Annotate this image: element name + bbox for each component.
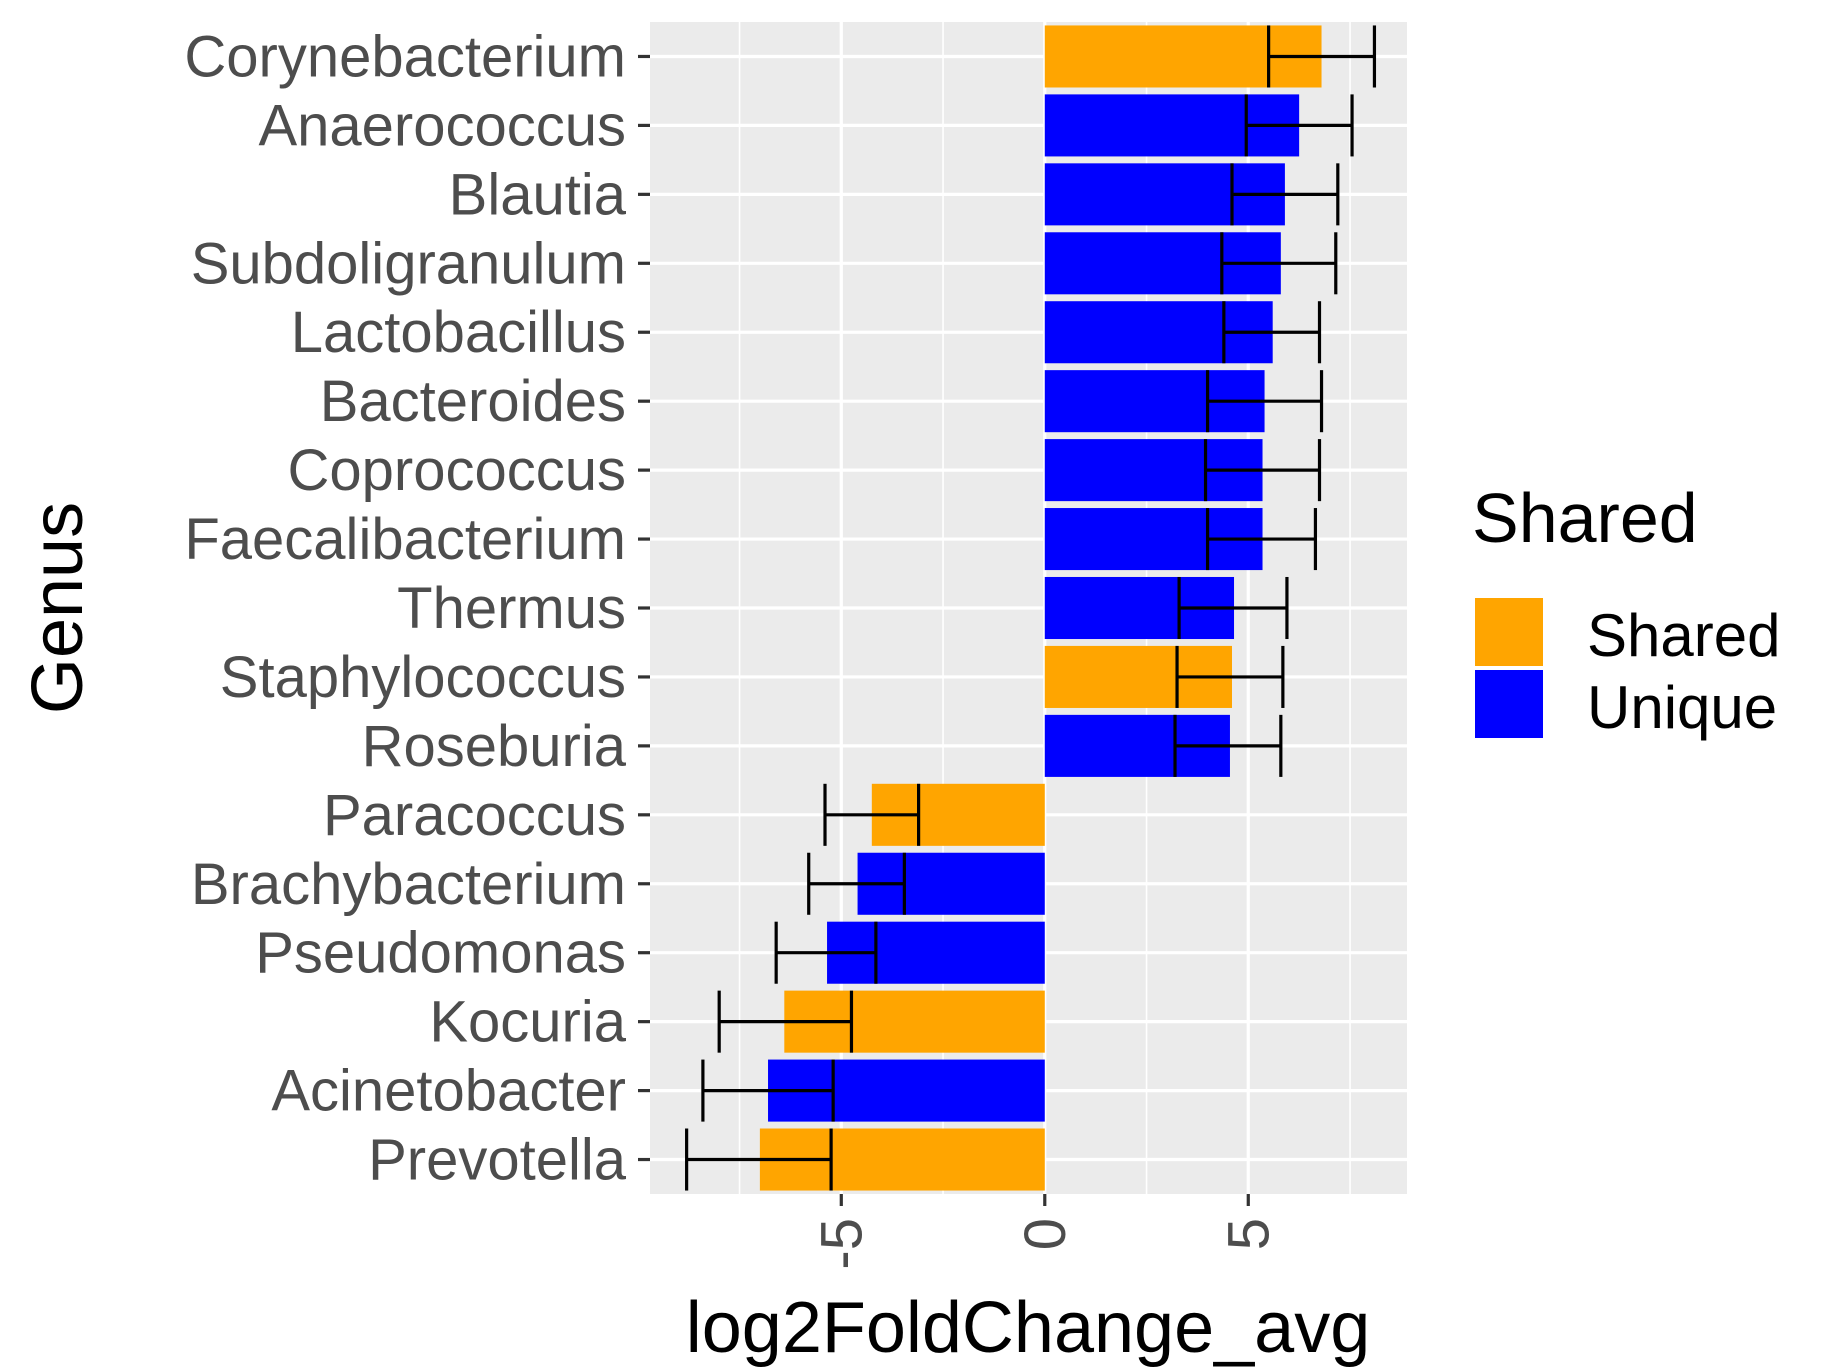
y-tick-label: Paracoccus (323, 783, 626, 848)
legend-key-shared (1475, 598, 1543, 666)
legend-label-unique: Unique (1587, 674, 1777, 741)
y-tick-label: Kocuria (429, 990, 626, 1055)
y-axis: CorynebacteriumAnaerococcusBlautiaSubdol… (184, 24, 650, 1193)
y-tick-label: Staphylococcus (220, 645, 626, 710)
y-axis-title: Genus (18, 502, 98, 714)
x-axis-title: log2FoldChange_avg (686, 1288, 1371, 1368)
x-tick-label: 0 (1013, 1218, 1078, 1250)
y-tick-label: Pseudomonas (255, 921, 626, 986)
legend-title: Shared (1472, 479, 1698, 557)
legend-label-shared: Shared (1587, 602, 1780, 669)
y-tick-label: Prevotella (368, 1128, 627, 1193)
x-tick-label: -5 (809, 1218, 874, 1270)
y-tick-label: Lactobacillus (291, 300, 626, 365)
y-tick-label: Anaerococcus (258, 93, 626, 158)
y-tick-label: Thermus (397, 576, 626, 641)
y-tick-label: Roseburia (362, 714, 627, 779)
y-tick-label: Subdoligranulum (191, 231, 626, 296)
y-tick-label: Faecalibacterium (184, 507, 626, 572)
error-bars (685, 25, 1377, 1191)
y-tick-label: Brachybacterium (191, 852, 626, 917)
legend-key-unique (1475, 670, 1543, 738)
y-tick-label: Blautia (449, 162, 627, 227)
x-tick-label: 5 (1216, 1218, 1281, 1250)
y-tick-label: Corynebacterium (184, 24, 626, 89)
y-tick-label: Coprococcus (288, 438, 626, 503)
y-tick-label: Bacteroides (320, 369, 626, 434)
legend: Shared Shared Unique (1472, 479, 1780, 741)
y-tick-label: Acinetobacter (271, 1059, 626, 1124)
x-axis: -5 0 5 (809, 1194, 1281, 1270)
